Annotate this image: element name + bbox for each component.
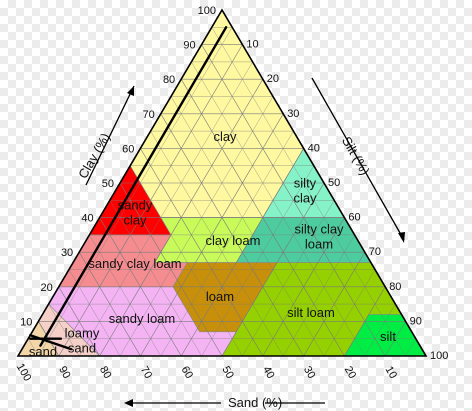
silt-tick-label: 70 [369, 246, 381, 258]
clay-tick-label: 70 [143, 109, 155, 121]
grid-line-silt [119, 96, 274, 357]
sand-axis-arrowhead [124, 399, 133, 407]
grid-line-silt [160, 131, 294, 357]
grid-line-silt [242, 200, 335, 357]
triangle-grid [28, 27, 416, 357]
grid-line-silt [201, 165, 314, 357]
sand-tick-label: 100 [14, 362, 34, 384]
clay-tick-label: 80 [163, 74, 175, 86]
sandy-loam-label: sandy loam [109, 311, 175, 326]
sand-axis: Sand (%) [124, 395, 325, 410]
grid-line-silt [38, 27, 233, 357]
clay-axis-arrowhead [127, 86, 134, 96]
silt-label: silt [380, 329, 396, 344]
grid-line-sand [58, 286, 100, 357]
clay-tick-label: 50 [102, 178, 114, 190]
silt-tick-label: 80 [389, 281, 401, 293]
clay-axis-title: Clay (%) [75, 130, 113, 181]
grid-line-sand [170, 96, 325, 357]
silt-tick-label: 90 [410, 315, 422, 327]
clay-axis: Clay (%) [75, 85, 135, 186]
grid-line-sand [119, 182, 223, 357]
sand-label: sand [29, 344, 57, 359]
grid-line-sand [48, 304, 80, 357]
clay-tick-label: 30 [61, 247, 73, 259]
silty-clay-loam-label: silty clay loam [294, 222, 344, 252]
clay-label: clay [213, 129, 237, 144]
reference-line-long [39, 26, 228, 347]
silt-tick-label: 30 [287, 108, 299, 120]
grid-line-sand [150, 131, 284, 357]
grid-line-sand [99, 217, 182, 357]
silt-axis-arrowhead [398, 232, 405, 243]
sand-tick-label: 90 [56, 364, 73, 381]
triangle-border [16, 8, 428, 357]
sand-tick-label: 40 [260, 364, 277, 381]
grid-line-silt [405, 338, 416, 357]
clay-tick-label: 20 [41, 282, 53, 294]
grid-line-sand [130, 165, 243, 357]
silt-tick-label: 20 [267, 73, 279, 85]
grid-line-silt [283, 234, 355, 357]
grid-line-silt [384, 321, 406, 357]
grid-line-sand [89, 234, 161, 357]
reference-lines [29, 26, 228, 351]
sand-axis-title: Sand (%) [228, 395, 282, 410]
grid-line-silt [221, 182, 325, 357]
clay-tick-label: 40 [81, 213, 93, 225]
grid-line-silt [79, 61, 253, 357]
grid-line-silt [323, 269, 376, 357]
sand-tick-label: 20 [342, 364, 359, 381]
grid-line-sand [109, 200, 202, 357]
grid-line-sand [78, 252, 141, 357]
grid-line-sand [28, 338, 39, 357]
triangle-outline [16, 8, 428, 357]
sand-tick-label: 80 [97, 364, 114, 381]
sand-tick-label: 50 [219, 364, 236, 381]
grid-line-sand [211, 27, 406, 357]
grid-line-silt [344, 286, 386, 357]
sandy-clay-loam-label: sandy clay loam [88, 256, 181, 271]
silt-tick-label: 50 [328, 177, 340, 189]
silt-tick-label: 40 [308, 142, 320, 154]
clay-tick-label: 10 [20, 316, 32, 328]
grid-line-silt [303, 252, 366, 357]
clay-tick-label: 60 [122, 143, 134, 155]
silty-clay-label: silty clay [293, 176, 317, 206]
loamy-sand-label: loamy sand [65, 326, 100, 356]
clay-tick-label: 90 [183, 40, 195, 52]
silt-tick-label: 10 [246, 39, 258, 51]
sand-tick-label: 70 [138, 364, 155, 381]
silt-tick-label: 60 [348, 212, 360, 224]
sand-tick-label: 10 [383, 364, 400, 381]
silt-axis-arrow [311, 77, 405, 241]
clay-axis-arrow [85, 85, 135, 186]
grid-line-silt [262, 217, 345, 357]
clay-loam-label: clay loam [206, 233, 261, 248]
clay-tick-label: 100 [198, 5, 216, 17]
grid-line-sand [191, 61, 365, 357]
sandy-clay-label: sandy clay [118, 198, 153, 228]
axis-ticks: 10 20 30 40 50 60 70 80 90 100 10 20 30 40 50 60 70 80 90 1… [14, 5, 449, 383]
silt-loam-label: silt loam [287, 305, 335, 320]
silt-tick-label: 100 [430, 350, 448, 362]
loam-label: loam [206, 289, 234, 304]
sand-tick-label: 30 [301, 364, 318, 381]
grid-line-silt [364, 304, 396, 357]
region-labels: clay silty clay sandy clay clay loam silty cla… [29, 129, 396, 359]
sand-tick-label: 60 [179, 364, 196, 381]
